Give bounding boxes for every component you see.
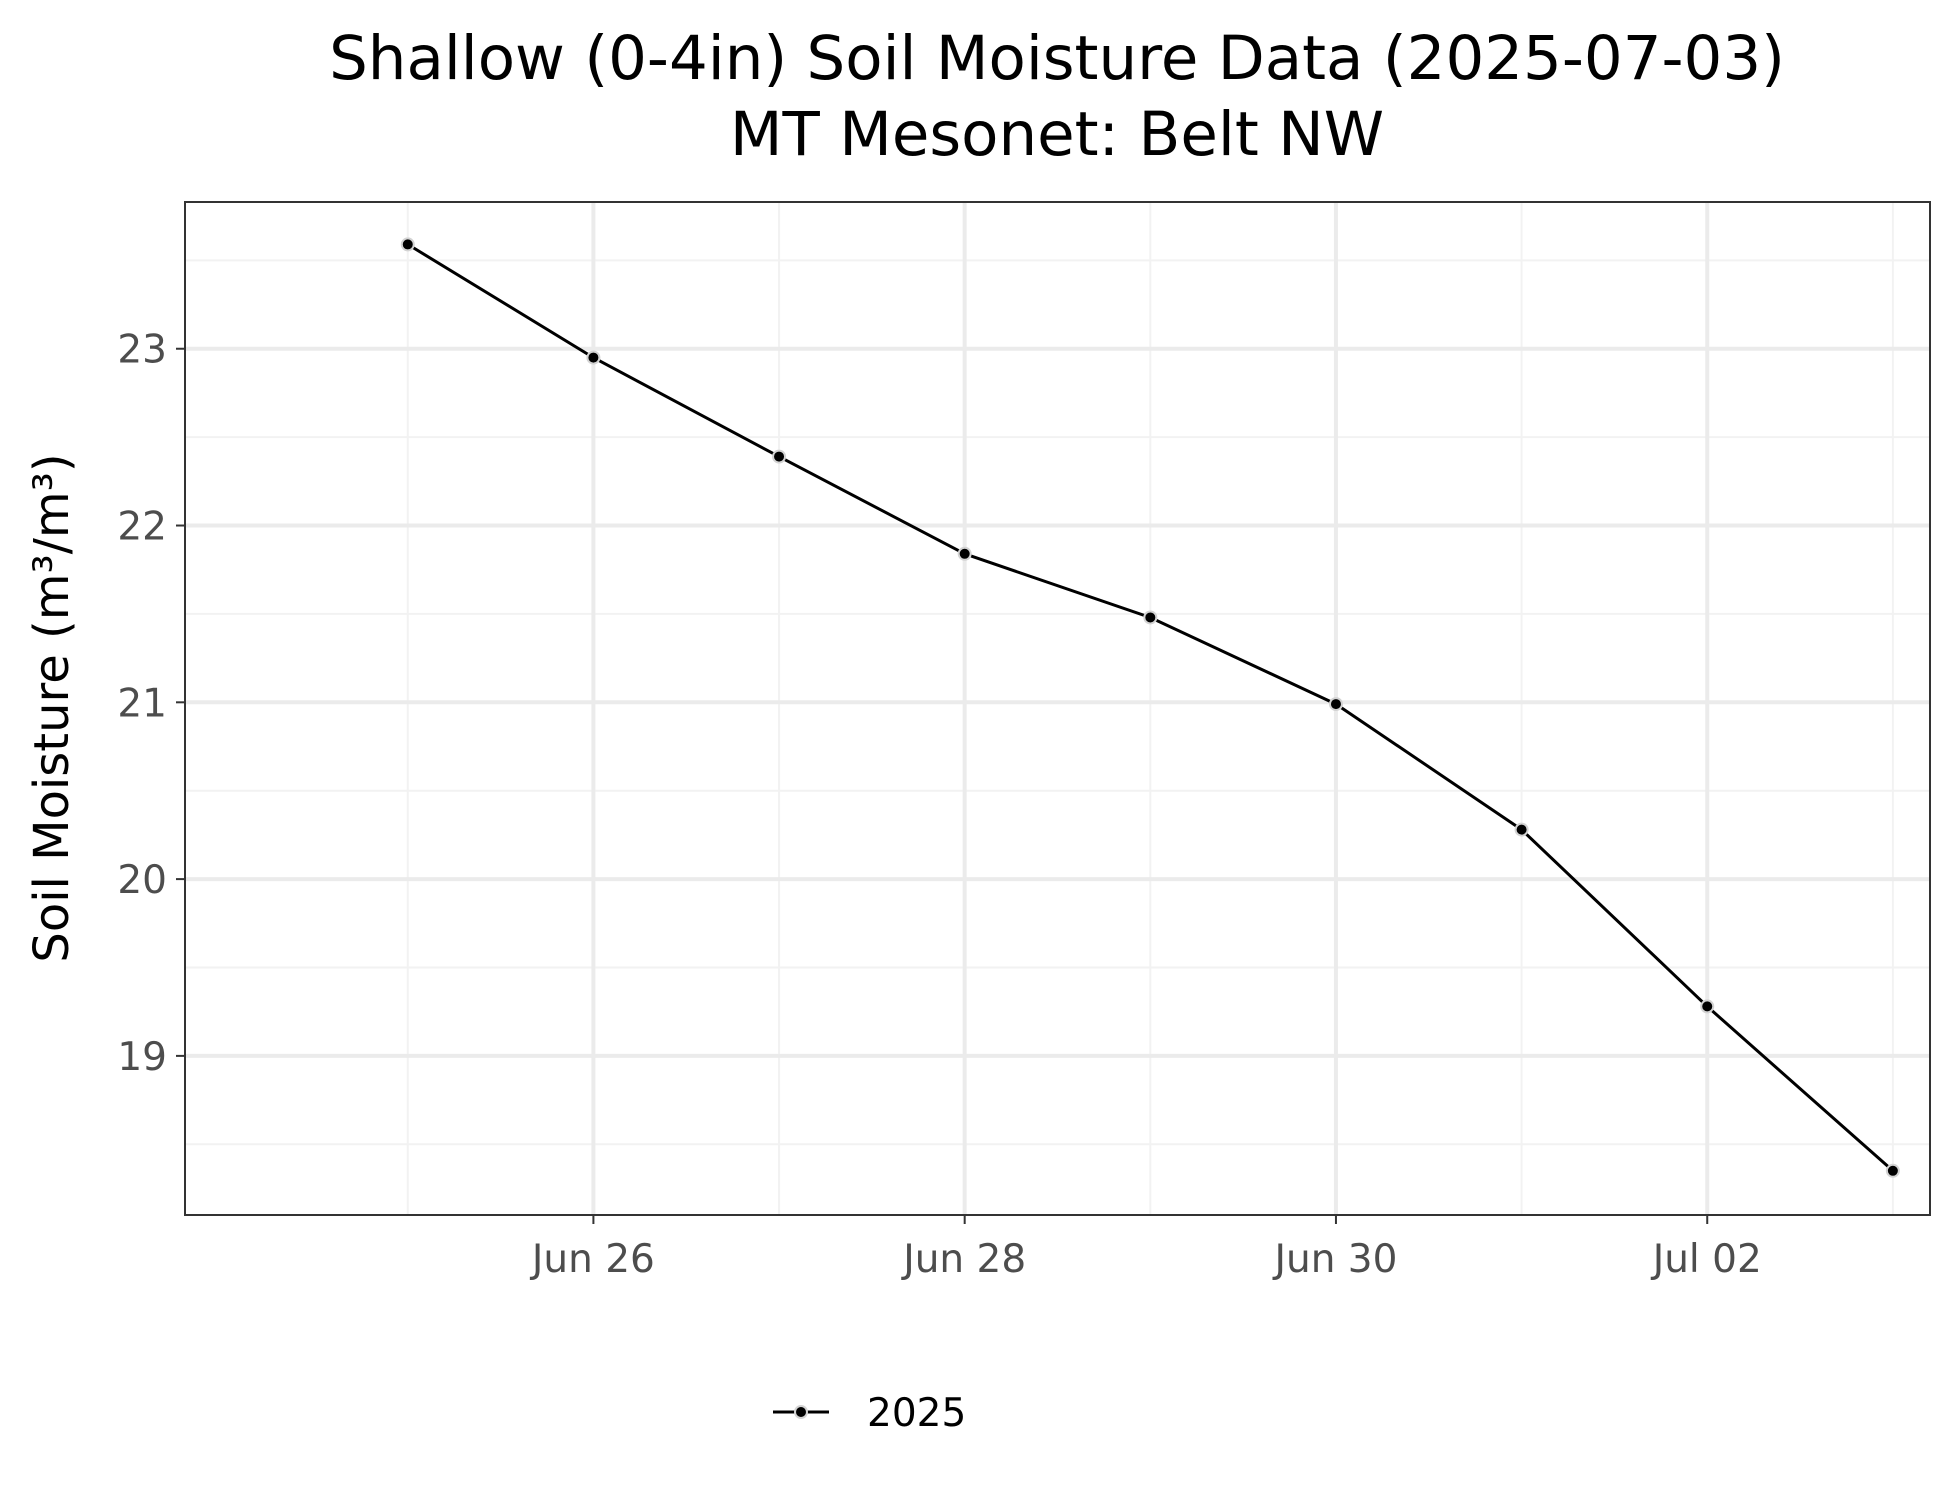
- y-tick-label: 23: [117, 328, 167, 373]
- x-axis: Jun 26 Jun 28 Jun 30 Jul 02: [529, 1215, 1762, 1282]
- chart-header: Shallow (0-4in) Soil Moisture Data (2025…: [329, 23, 1785, 170]
- legend-key-point: [794, 1405, 808, 1419]
- data-point: [957, 546, 972, 561]
- data-point: [586, 350, 601, 365]
- panel-border: [184, 201, 1931, 1216]
- data-point: [1143, 610, 1158, 625]
- x-tick-label: Jun 28: [900, 1237, 1026, 1282]
- major-gridlines: [185, 202, 1930, 1215]
- y-tick-label: 19: [117, 1035, 167, 1080]
- data-point: [772, 449, 787, 464]
- data-point: [1700, 999, 1715, 1014]
- chart-subtitle: MT Mesonet: Belt NW: [730, 99, 1384, 170]
- y-axis: 19 20 21 22 23: [117, 328, 185, 1080]
- plot-panel: [184, 201, 1931, 1216]
- chart-title: Shallow (0-4in) Soil Moisture Data (2025…: [329, 23, 1785, 94]
- legend-label: 2025: [867, 1391, 966, 1436]
- x-tick-label: Jul 02: [1650, 1237, 1762, 1282]
- x-tick-label: Jun 26: [529, 1237, 655, 1282]
- legend: 2025: [773, 1391, 966, 1436]
- panel-background: [185, 202, 1930, 1215]
- y-axis-title: Soil Moisture (m³/m³): [24, 453, 80, 962]
- data-point: [1328, 697, 1343, 712]
- data-point: [1885, 1163, 1900, 1178]
- x-tick-label: Jun 30: [1271, 1237, 1397, 1282]
- series-layer: [400, 237, 1900, 1178]
- y-tick-label: 22: [117, 505, 167, 550]
- y-tick-label: 20: [117, 858, 167, 903]
- y-tick-label: 21: [117, 681, 167, 726]
- data-point: [1514, 822, 1529, 837]
- data-point: [400, 237, 415, 252]
- minor-gridlines: [185, 202, 1930, 1215]
